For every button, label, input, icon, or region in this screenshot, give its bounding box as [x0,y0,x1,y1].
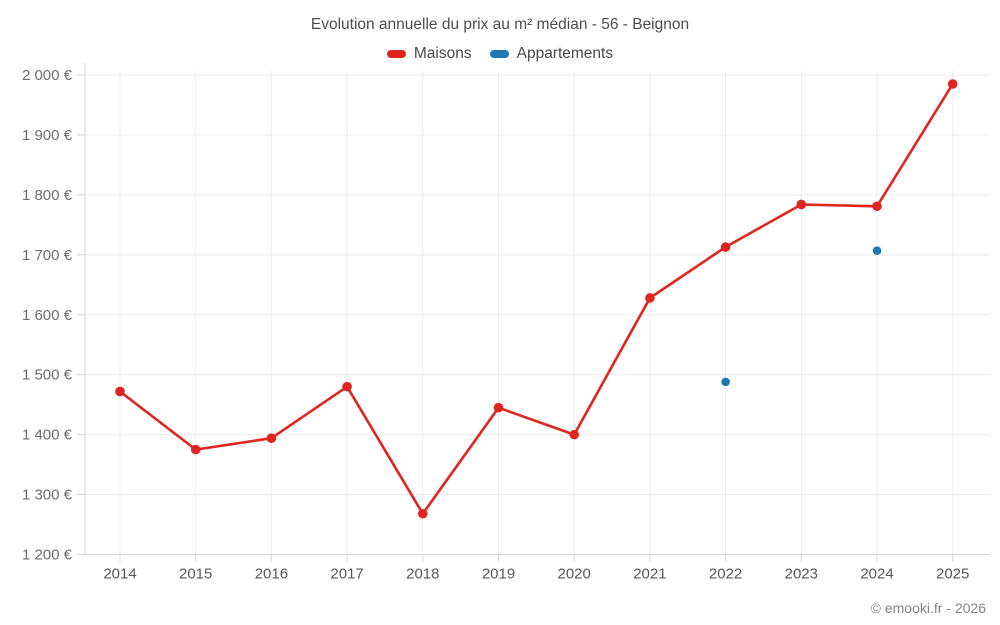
maisons-point-2025[interactable] [947,79,958,89]
x-axis-tick-label: 2014 [103,566,136,583]
x-axis-tick-label: 2025 [936,566,969,583]
legend-item-appartements[interactable]: Appartements [489,45,614,63]
maisons-point-2020[interactable] [569,429,579,440]
maisons-point-2019[interactable] [493,402,504,413]
x-axis-tick-label: 2022 [709,566,742,583]
maisons-point-2024[interactable] [872,201,882,212]
maisons-point-2014[interactable] [115,386,125,397]
chart-legend: Maisons Appartements [0,45,1000,63]
maisons-swatch-icon [386,50,406,58]
chart-title: Evolution annuelle du prix au m² médian … [310,16,690,33]
y-axis-tick-label: 1 200 € [22,547,73,564]
maisons-line-series [118,82,955,516]
maisons-point-2015[interactable] [190,444,201,455]
maisons-point-2023[interactable] [796,199,807,210]
x-axis-tick-label: 2024 [860,566,893,583]
copyright-credit: © emooki.fr - 2026 [870,600,986,616]
y-axis-tick-label: 1 900 € [22,127,73,144]
maisons-point-2017[interactable] [342,381,352,392]
x-axis-tick-label: 2023 [785,566,818,583]
y-axis-tick-label: 1 400 € [22,427,73,444]
x-axis-tick-label: 2015 [179,566,212,583]
x-axis-tick-label: 2021 [633,566,666,583]
maisons-point-2021[interactable] [645,293,655,303]
appartements-point-2022[interactable] [721,377,730,387]
appartements-swatch-icon [489,50,509,58]
x-axis-tick-label: 2018 [406,566,439,583]
y-axis-tick-label: 1 700 € [22,247,73,264]
maisons-point-2016[interactable] [266,433,277,444]
maisons-point-2022[interactable] [720,242,731,252]
y-axis-tick-label: 1 500 € [22,367,73,384]
appartements-point-2024[interactable] [872,246,882,255]
x-axis-tick-label: 2017 [330,566,363,583]
legend-item-maisons[interactable]: Maisons [386,45,472,63]
y-axis-tick-label: 1 300 € [22,487,73,504]
y-axis-tick-label: 1 800 € [22,187,73,204]
y-axis-tick-label: 1 600 € [22,307,73,324]
x-axis-tick-label: 2019 [482,566,515,583]
y-axis-tick-label: 2 000 € [22,67,73,84]
x-axis-tick-label: 2020 [558,566,591,583]
legend-label-maisons: Maisons [413,45,472,62]
legend-label-appartements: Appartements [516,45,614,62]
maisons-point-2018[interactable] [418,508,428,519]
x-axis-tick-label: 2016 [255,566,288,583]
